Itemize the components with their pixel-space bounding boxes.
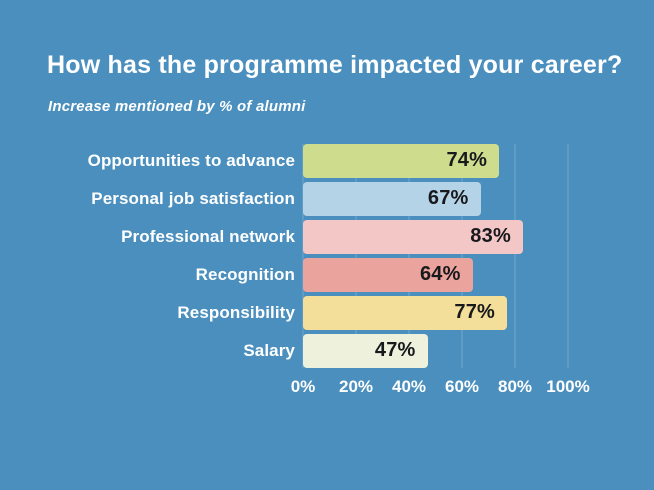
bar-value-label: 74% (446, 149, 488, 172)
bar-row: Opportunities to advance 74% (47, 143, 654, 178)
x-tick: 40% (391, 376, 427, 396)
bar: 74% (303, 143, 500, 178)
bar-value-label: 67% (427, 187, 469, 210)
bar: 47% (303, 333, 428, 368)
chart-title: How has the programme impacted your care… (47, 51, 623, 79)
bar-value-label: 64% (419, 263, 461, 286)
bar-track: 64% (303, 257, 568, 292)
category-label: Responsibility (177, 302, 295, 322)
category-label: Professional network (121, 226, 295, 246)
bar: 67% (303, 181, 481, 216)
bar-row: Recognition 64% (47, 257, 654, 292)
bar-chart: Opportunities to advance 74% Personal jo… (47, 143, 654, 397)
category-label: Salary (243, 340, 295, 360)
bar-rows: Opportunities to advance 74% Personal jo… (47, 143, 654, 368)
x-tick: 0% (290, 376, 316, 396)
plot-area: Opportunities to advance 74% Personal jo… (47, 143, 654, 397)
bar-track: 67% (303, 181, 568, 216)
bar-track: 83% (303, 219, 568, 254)
bar-row: Responsibility 77% (47, 295, 654, 330)
bar-row: Personal job satisfaction 67% (47, 181, 654, 216)
x-tick: 100% (546, 376, 590, 396)
category-label: Recognition (195, 264, 295, 284)
x-tick: 20% (338, 376, 374, 396)
category-label: Personal job satisfaction (91, 188, 295, 208)
bar: 77% (303, 295, 508, 330)
category-label: Opportunities to advance (87, 150, 295, 170)
chart-subtitle: Increase mentioned by % of alumni (48, 97, 306, 115)
x-axis: 0% 20% 40% 60% 80% 100% (291, 376, 590, 397)
x-tick: 80% (497, 376, 533, 396)
bar-row: Salary 47% (47, 333, 654, 368)
x-tick: 60% (444, 376, 480, 396)
bar: 83% (303, 219, 523, 254)
bar-row: Professional network 83% (47, 219, 654, 254)
bar-value-label: 47% (374, 339, 416, 362)
bar-value-label: 83% (470, 225, 511, 248)
bar: 64% (303, 257, 473, 292)
bar-track: 77% (303, 295, 568, 330)
bar-track: 47% (303, 333, 568, 368)
bar-track: 74% (303, 143, 568, 178)
bar-value-label: 77% (454, 301, 496, 324)
